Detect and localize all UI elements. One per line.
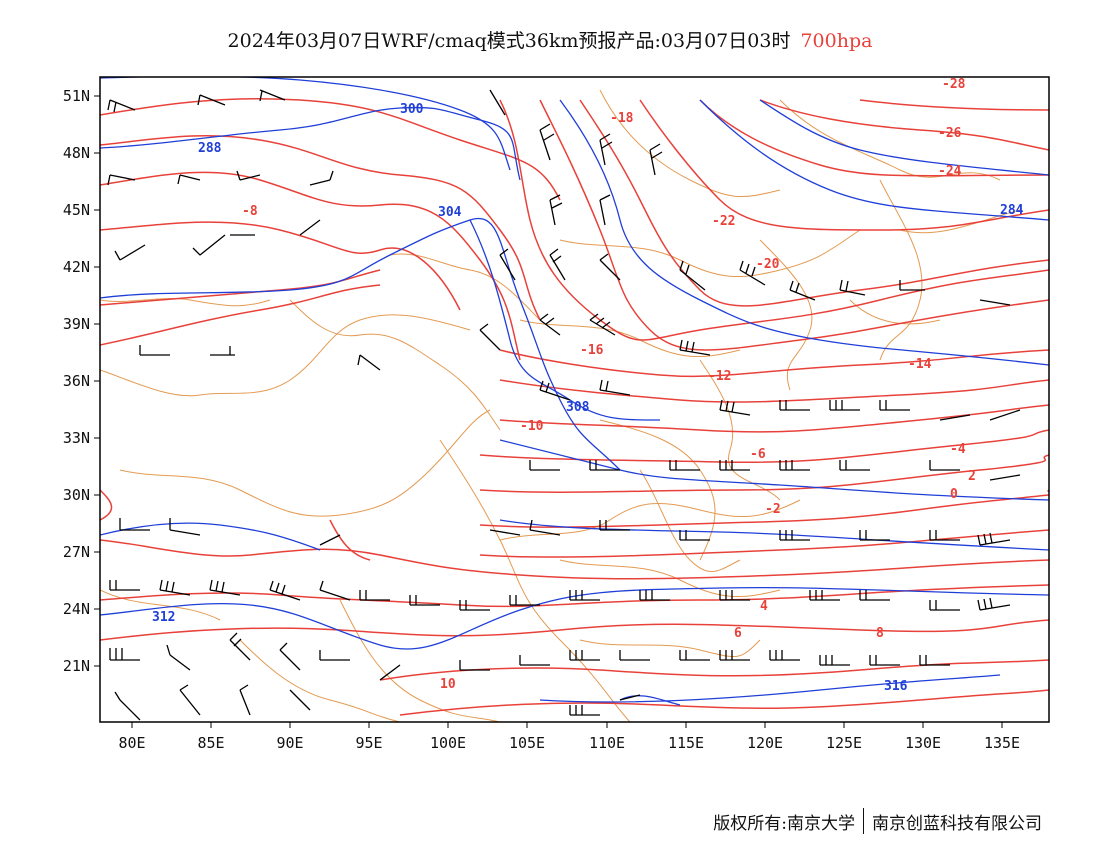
temp-label: 10 xyxy=(440,677,456,692)
footer-divider xyxy=(863,808,864,834)
height-label: 312 xyxy=(152,610,175,625)
temp-label: 6 xyxy=(734,626,742,641)
lat-label: 33N xyxy=(63,429,90,447)
height-label: 304 xyxy=(438,205,462,220)
temp-label: 2 xyxy=(968,469,976,484)
temperature-labels: -28 -26 -24 -22 -20 -18 -16 -14 -12 -10 … xyxy=(242,77,976,692)
wind-barbs xyxy=(107,89,1021,721)
temp-label: -26 xyxy=(938,126,962,141)
temp-label: -10 xyxy=(520,419,544,434)
height-label: 284 xyxy=(1000,203,1024,218)
lat-axis xyxy=(94,95,100,667)
lon-label: 90E xyxy=(276,734,303,752)
height-labels: 284 288 300 304 308 312 316 xyxy=(152,102,1024,694)
lat-label: 45N xyxy=(63,201,90,219)
temp-label: -22 xyxy=(712,214,735,229)
plot-frame xyxy=(99,76,1050,723)
lat-label: 21N xyxy=(63,657,90,675)
temperature-contours xyxy=(100,97,1049,716)
height-label: 308 xyxy=(566,400,590,415)
lon-label: 110E xyxy=(589,734,625,752)
map-title: 2024年03月07日WRF/cmaq模式36km预报产品:03月07日03时 7… xyxy=(0,26,1100,53)
temp-label: -20 xyxy=(756,257,780,272)
height-label: 288 xyxy=(198,141,222,156)
temp-label: -28 xyxy=(942,77,966,92)
pressure-level: 700hpa xyxy=(800,30,873,52)
lon-label: 105E xyxy=(509,734,545,752)
temp-label: 4 xyxy=(760,599,768,614)
temp-label: -16 xyxy=(580,343,604,358)
copyright-company: 南京创蓝科技有限公司 xyxy=(872,813,1042,834)
lon-label: 130E xyxy=(905,734,941,752)
lat-label: 42N xyxy=(63,258,90,276)
lat-label: 27N xyxy=(63,543,90,561)
temp-label: 8 xyxy=(876,626,884,641)
height-label: 316 xyxy=(884,679,908,694)
temp-label: -4 xyxy=(950,442,966,457)
lon-labels: 80E 85E 90E 95E 100E 105E 110E 115E 120E… xyxy=(118,734,1020,752)
lat-label: 24N xyxy=(63,600,90,618)
lat-label: 48N xyxy=(63,144,90,162)
temp-label: -12 xyxy=(708,369,731,384)
temp-label: -14 xyxy=(908,357,932,372)
temp-label: -24 xyxy=(938,164,962,179)
copyright-owner: 版权所有:南京大学 xyxy=(713,813,855,834)
lon-label: 125E xyxy=(826,734,862,752)
copyright-footer: 版权所有:南京大学 南京创蓝科技有限公司 xyxy=(713,808,1042,834)
temp-label: -8 xyxy=(242,204,258,219)
lon-label: 80E xyxy=(118,734,145,752)
temp-label: -6 xyxy=(750,447,766,462)
lon-label: 115E xyxy=(668,734,704,752)
temp-label: -18 xyxy=(610,111,634,126)
lat-label: 30N xyxy=(63,486,90,504)
temp-label: -2 xyxy=(765,502,781,517)
lon-label: 85E xyxy=(197,734,224,752)
height-label: 300 xyxy=(400,102,424,117)
title-text: 2024年03月07日WRF/cmaq模式36km预报产品:03月07日03时 xyxy=(227,30,791,52)
lon-label: 120E xyxy=(747,734,783,752)
borders-layer xyxy=(100,89,1021,722)
lon-label: 100E xyxy=(430,734,466,752)
lat-label: 39N xyxy=(63,315,90,333)
lat-labels: 51N 48N 45N 42N 39N 36N 33N 30N 27N 24N … xyxy=(63,87,90,675)
lat-label: 36N xyxy=(63,372,90,390)
lon-label: 135E xyxy=(984,734,1020,752)
lon-axis xyxy=(131,722,1003,728)
lat-label: 51N xyxy=(63,87,90,105)
temp-label: 0 xyxy=(950,487,958,502)
lon-label: 95E xyxy=(355,734,382,752)
